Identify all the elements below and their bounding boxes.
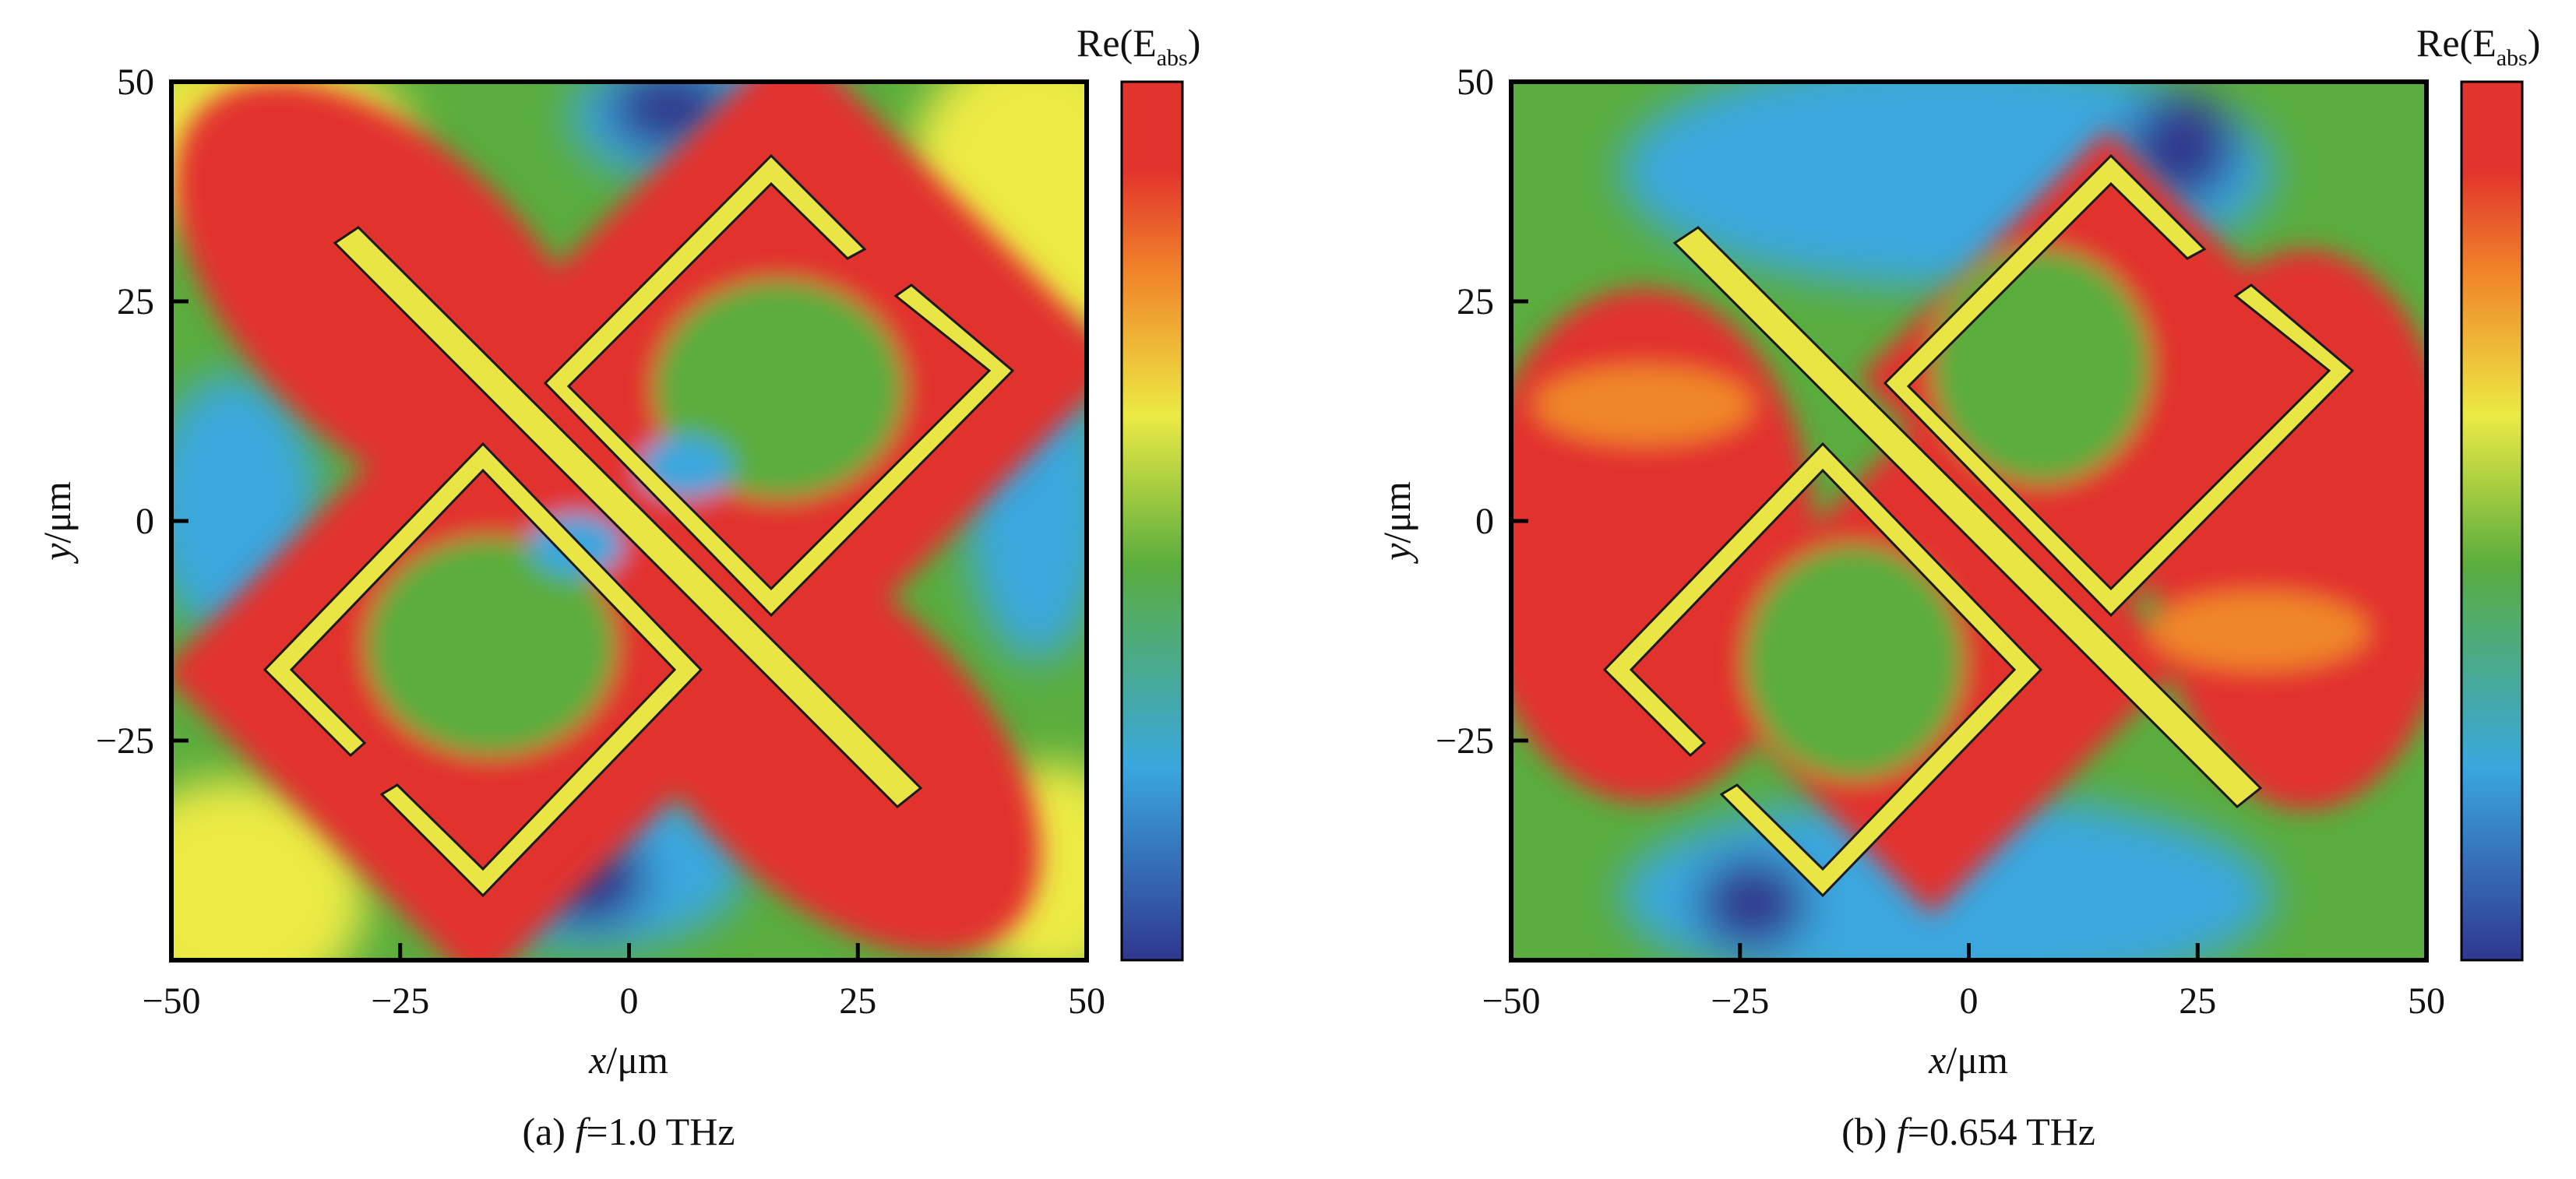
- colorbar-title-a: Re(Eabs): [1077, 21, 1200, 71]
- x-tick-label: 25: [2179, 980, 2216, 1022]
- y-tick-label: 50: [1457, 62, 1494, 103]
- y-tick-label: −25: [96, 720, 154, 762]
- heatmap-a: [171, 82, 1087, 960]
- x-tick-label: 0: [1960, 980, 1979, 1022]
- x-ticks-b: [1509, 943, 2429, 960]
- x-ticks-a: [169, 943, 1089, 960]
- y-tick-label: 0: [136, 501, 154, 542]
- x-tick-label: 25: [839, 980, 876, 1022]
- x-axis-label-a: x/μm: [588, 1038, 668, 1082]
- caption-a: (a) f=1.0 THz: [522, 1110, 735, 1153]
- colorbar-title-b: Re(Eabs): [2416, 21, 2540, 71]
- y-tick-labels-a: −25 0 25 50: [96, 62, 154, 762]
- x-tick-label: −25: [371, 980, 429, 1022]
- y-tick-label: 25: [1457, 281, 1494, 322]
- y-axis-label-a: y/μm: [35, 481, 79, 565]
- colorbar-a: [1120, 80, 1184, 962]
- x-tick-labels-a: −50 −25 0 25 50: [142, 980, 1105, 1022]
- x-tick-label: 50: [2408, 980, 2445, 1022]
- x-tick-label: −25: [1711, 980, 1769, 1022]
- y-axis-label-b: y/μm: [1375, 481, 1418, 565]
- caption-b: (b) f=0.654 THz: [1841, 1110, 2095, 1153]
- y-tick-label: 0: [1475, 501, 1494, 542]
- colorbar-b: [2460, 80, 2524, 962]
- y-tick-label: 50: [117, 62, 154, 103]
- x-axis-label-b: x/μm: [1928, 1038, 2008, 1082]
- x-tick-label: −50: [1482, 980, 1540, 1022]
- y-tick-label: 25: [117, 281, 154, 322]
- resonator-structure-b: [1602, 153, 2355, 898]
- y-ticks-a: [171, 79, 189, 743]
- x-tick-label: 0: [620, 980, 639, 1022]
- resonator-structure-a: [263, 153, 1015, 898]
- heatmap-b: [1511, 82, 2426, 960]
- x-tick-label: 50: [1068, 980, 1105, 1022]
- y-tick-label: −25: [1436, 720, 1494, 762]
- x-tick-labels-b: −50 −25 0 25 50: [1482, 980, 2445, 1022]
- y-tick-labels-b: −25 0 25 50: [1436, 62, 1494, 762]
- x-tick-label: −50: [142, 980, 200, 1022]
- y-ticks-b: [1511, 79, 1528, 743]
